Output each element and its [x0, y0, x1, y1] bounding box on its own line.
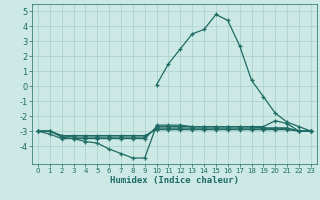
- X-axis label: Humidex (Indice chaleur): Humidex (Indice chaleur): [110, 176, 239, 185]
